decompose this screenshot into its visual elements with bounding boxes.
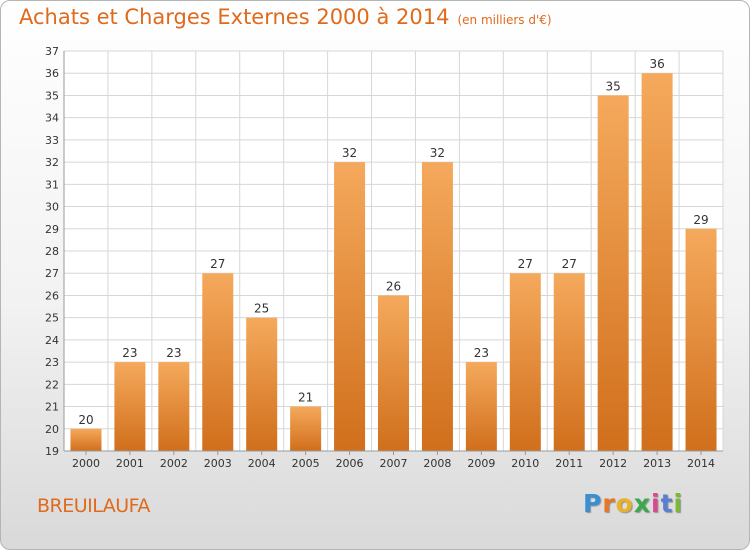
chart-title: Achats et Charges Externes 2000 à 2014 (e… <box>19 5 552 29</box>
y-tick-label: 25 <box>45 312 59 325</box>
y-tick-label: 28 <box>45 245 59 258</box>
bar <box>334 162 366 451</box>
commune-name: BREUILAUFA <box>37 495 150 517</box>
data-label: 27 <box>518 257 533 271</box>
y-tick-label: 34 <box>45 112 59 125</box>
y-tick-label: 30 <box>45 201 59 214</box>
data-label: 21 <box>298 391 313 405</box>
bar <box>246 317 278 451</box>
data-label: 26 <box>386 279 401 293</box>
data-label: 32 <box>430 146 445 160</box>
data-label: 25 <box>254 302 269 316</box>
data-label: 23 <box>122 346 137 360</box>
x-tick-label: 2008 <box>423 457 451 470</box>
bar <box>597 95 629 451</box>
x-tick-label: 2011 <box>555 457 583 470</box>
proxiti-logo: Proxiti <box>583 489 683 518</box>
logo-letter: t <box>660 489 674 518</box>
x-tick-label: 2002 <box>160 457 188 470</box>
x-tick-label: 2006 <box>336 457 364 470</box>
y-tick-label: 23 <box>45 356 59 369</box>
bar <box>378 295 409 451</box>
y-tick-label: 37 <box>45 45 59 58</box>
y-tick-label: 27 <box>45 267 59 280</box>
bar <box>202 273 234 451</box>
data-label: 29 <box>693 213 708 227</box>
y-tick-label: 26 <box>45 289 59 302</box>
x-tick-label: 2003 <box>204 457 232 470</box>
logo-letter: o <box>615 489 634 518</box>
y-tick-label: 19 <box>45 445 59 458</box>
x-tick-label: 2013 <box>643 457 671 470</box>
logo-letter: i <box>673 489 684 518</box>
logo-letter: r <box>602 489 616 518</box>
data-label: 23 <box>474 346 489 360</box>
y-tick-label: 24 <box>45 334 59 347</box>
y-tick-label: 20 <box>45 423 59 436</box>
data-label: 27 <box>562 257 577 271</box>
x-tick-label: 2009 <box>467 457 495 470</box>
bar <box>553 273 585 451</box>
x-tick-label: 2007 <box>380 457 408 470</box>
data-label: 36 <box>649 57 664 71</box>
y-tick-label: 35 <box>45 89 59 102</box>
chart-subtitle: (en milliers d'€) <box>457 13 552 27</box>
bar <box>114 362 146 451</box>
logo-letter: i <box>651 489 661 518</box>
data-label: 32 <box>342 146 357 160</box>
x-tick-label: 2005 <box>292 457 320 470</box>
bar <box>641 73 673 451</box>
x-tick-label: 2012 <box>599 457 627 470</box>
y-tick-label: 21 <box>45 401 59 414</box>
y-tick-label: 22 <box>45 378 59 391</box>
x-tick-label: 2000 <box>72 457 100 470</box>
x-tick-label: 2004 <box>248 457 276 470</box>
data-label: 20 <box>78 413 93 427</box>
bar <box>70 428 102 451</box>
x-tick-label: 2010 <box>511 457 539 470</box>
bar <box>685 228 717 451</box>
x-tick-label: 2014 <box>687 457 715 470</box>
y-tick-label: 31 <box>45 178 59 191</box>
y-tick-label: 33 <box>45 134 59 147</box>
logo-letter: x <box>633 489 651 518</box>
y-tick-label: 32 <box>45 156 59 169</box>
data-label: 27 <box>210 257 225 271</box>
y-tick-label: 29 <box>45 223 59 236</box>
bar <box>290 406 322 451</box>
bar <box>509 273 541 451</box>
y-tick-label: 36 <box>45 67 59 80</box>
bar <box>421 162 453 451</box>
logo-letter: P <box>583 489 603 518</box>
data-label: 35 <box>606 79 621 93</box>
bar <box>465 362 497 451</box>
data-label: 23 <box>166 346 181 360</box>
x-tick-label: 2001 <box>116 457 144 470</box>
bar <box>158 362 190 451</box>
